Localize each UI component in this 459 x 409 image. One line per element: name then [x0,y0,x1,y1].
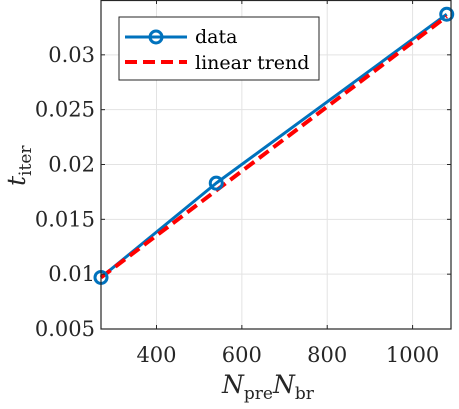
x-axis-label-n2: N [272,370,296,399]
y-tick-label: 0.03 [48,43,95,67]
y-axis-label-sub: iter [16,145,36,176]
legend-label-data: data [195,26,237,48]
x-axis-label-n1: N [221,370,245,399]
series-linear-trend-line [99,14,448,280]
x-tick-label: 800 [307,343,347,367]
y-tick-label: 0.005 [35,317,95,341]
x-axis-label-sub-pre: pre [244,384,273,404]
x-axis-label-sub-br: br [295,384,315,404]
y-axis-label-main: t [2,175,31,186]
legend-box [118,16,320,81]
x-tick-label: 1000 [386,343,439,367]
data-point-marker [208,175,224,191]
x-tick-label: 600 [222,343,262,367]
y-axis-label: titer [2,145,36,186]
x-axis-label: NpreNbr [221,370,315,404]
y-tick-label: 0.01 [48,262,95,286]
legend-label-linear-trend: linear trend [195,52,309,74]
y-tick-label: 0.02 [48,153,95,177]
x-tick-label: 400 [136,343,176,367]
series-data-line [100,13,448,279]
series-layer [93,6,455,285]
data-point-marker [439,6,455,22]
y-tick-label: 0.015 [35,207,95,231]
y-tick-label: 0.025 [35,98,95,122]
ticks: 400 600 800 1000 0.005 0.01 0.015 0.02 0.025 0.03 [35,0,451,367]
legend: data linear trend [118,16,320,81]
legend-data-marker [148,29,164,45]
